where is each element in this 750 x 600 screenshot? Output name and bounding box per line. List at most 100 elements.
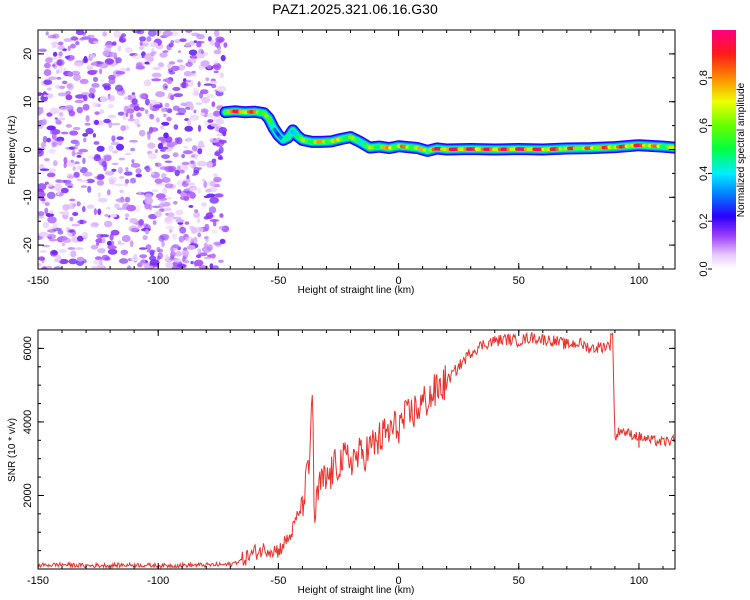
spectrogram-noise-blob [212, 64, 219, 69]
spectrogram-noise-blob [120, 249, 129, 255]
spectrogram-noise-blob [197, 81, 201, 88]
spectrogram-noise-blob [60, 187, 69, 194]
spectrogram-noise-blob [144, 61, 150, 65]
spectrogram-noise-blob [76, 178, 82, 182]
spectrogram-noise-blob [88, 93, 95, 99]
snr-x-tick-label: -100 [147, 575, 169, 587]
spectrogram-noise-blob [189, 191, 196, 200]
spectrogram-noise-blob [154, 210, 162, 218]
snr-frame [37, 329, 676, 570]
spectrogram-noise-blob [186, 245, 196, 250]
spectrogram-noise-blob [47, 168, 57, 173]
spectrogram-noise-blob [47, 216, 57, 224]
spectrogram-noise-blob [214, 151, 221, 157]
spectrogram-noise-blob [172, 86, 181, 91]
spectrogram-noise-blob [185, 62, 193, 67]
spectrogram-noise-blob [54, 117, 58, 120]
spectrogram-noise-blob [117, 242, 126, 245]
spectrogram-x-tick-label: -100 [147, 275, 169, 287]
spectrogram-noise-blob [188, 204, 194, 208]
spectrogram-noise-blob [42, 135, 48, 144]
spectrogram-noise-blob [54, 138, 62, 142]
spectrogram-noise-blob [166, 116, 172, 122]
spectrogram-noise-blob [40, 141, 47, 148]
spectrogram-noise-blob [182, 150, 193, 155]
spectrogram-noise-blob [99, 175, 105, 179]
spectrogram-noise-blob [213, 60, 219, 66]
spectrogram-noise-blob [138, 107, 145, 111]
spectrogram-noise-blob [154, 178, 163, 184]
spectrogram-noise-blob [51, 129, 61, 135]
spectrogram-noise-blob [104, 220, 113, 228]
spectrogram-noise-blob [69, 216, 74, 222]
spectrogram-noise-blob [183, 80, 192, 83]
spectrogram-noise-blob [69, 130, 79, 136]
spectrogram-noise-blob [174, 169, 180, 177]
spectrogram-noise-blob [182, 249, 189, 257]
spectrogram-noise-blob [82, 133, 88, 137]
spectrogram-noise-blob [201, 144, 206, 148]
spectrogram-noise-blob [76, 106, 84, 114]
spectrogram-noise-blob [163, 113, 167, 118]
spectrogram-noise-blob [131, 159, 135, 164]
spectrogram-noise-blob [63, 179, 72, 184]
spectrogram-noise-blob [204, 223, 210, 231]
colorbar [712, 30, 736, 269]
spectrogram-noise-blob [201, 96, 210, 104]
spectrogram-noise-blob [167, 212, 175, 218]
spectrogram-noise-blob [62, 210, 70, 216]
spectrogram-noise-blob [76, 151, 83, 155]
spectrogram-noise-blob [168, 61, 176, 65]
spectrogram-noise-blob [197, 187, 201, 194]
spectrogram-noise-blob [73, 74, 81, 81]
spectrogram-noise-blob [92, 40, 100, 44]
spectrogram-noise-blob [139, 36, 147, 42]
spectrogram-noise-blob [86, 66, 94, 71]
spectrogram-noise-blob [140, 258, 146, 266]
spectrogram-noise-blob [65, 124, 72, 128]
spectrogram-noise-blob [218, 259, 224, 263]
spectrogram-noise-blob [188, 49, 198, 56]
spectrogram-noise-blob [152, 67, 161, 70]
spectrogram-noise-blob [70, 159, 74, 163]
spectrogram-noise-blob [67, 45, 71, 51]
spectrogram-noise-blob [193, 259, 204, 267]
spectrogram-noise-blob [165, 261, 174, 268]
spectrogram-noise-blob [79, 219, 84, 225]
spectrogram-x-ticks: -150 -100 -50 0 50 100 [27, 30, 664, 287]
spectrogram-noise-blob [184, 221, 190, 225]
spectrogram-noise-blob [143, 79, 152, 87]
spectrogram-noise-blob [187, 73, 197, 77]
spectrogram-noise-blob [199, 92, 203, 99]
spectrogram-noise-blob [209, 80, 218, 84]
spectrogram-noise-blob [175, 251, 182, 257]
spectrogram-noise-blob [75, 94, 85, 99]
spectrogram-noise-blob [181, 161, 190, 166]
spectrogram-noise-blob [203, 195, 211, 199]
spectrogram-noise-blob [168, 229, 173, 233]
spectrogram-noise-blob [185, 137, 193, 142]
spectrogram-noise-blob [93, 141, 100, 145]
spectrogram-noise-blob [129, 177, 137, 184]
spectrogram-noise-blob [72, 203, 77, 207]
spectrogram-noise-blob [116, 197, 126, 203]
spectrogram-noise-blob [51, 250, 58, 255]
spectrogram-noise-blob [213, 176, 222, 183]
spectrogram-noise-blob [74, 141, 80, 147]
spectrogram-noise-blob [146, 36, 152, 42]
spectrogram-noise-blob [174, 39, 181, 44]
spectrogram-noise-blob [118, 166, 123, 174]
spectrogram-noise-blob [38, 263, 42, 267]
spectrogram-noise-blob [207, 119, 214, 123]
spectrogram-noise-blob [206, 93, 215, 99]
spectrogram-noise-blob [173, 124, 179, 130]
spectrogram-noise-blob [219, 72, 225, 79]
spectrogram-noise-blob [92, 76, 99, 83]
spectrogram-noise-blob [200, 112, 205, 116]
spectrogram-noise-blob [189, 160, 195, 164]
spectrogram-noise-blob [123, 96, 129, 100]
spectrogram-noise-blob [162, 30, 173, 37]
spectrogram-noise-blob [164, 102, 170, 108]
spectrogram-noise-blob [82, 231, 89, 239]
spectrogram-noise-blob [72, 126, 81, 131]
